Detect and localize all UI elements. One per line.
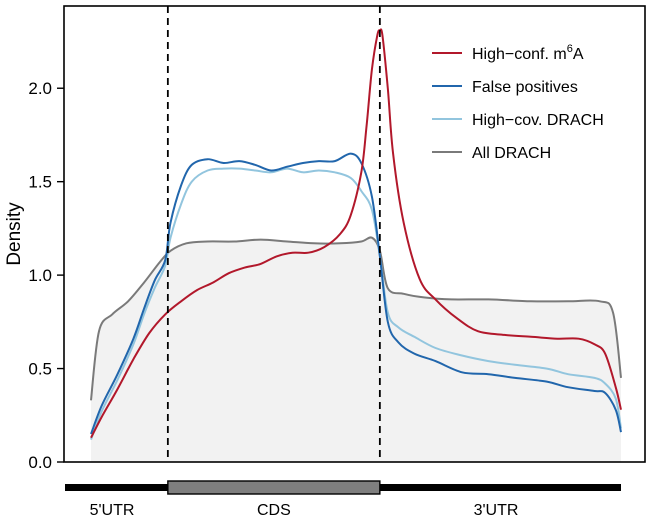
region-bar-2 [379,484,621,491]
y-tick-label-4: 2.0 [28,79,52,98]
y-axis-label: Density [4,202,25,266]
plot-border [63,5,646,463]
y-tick-label-1: 0.5 [28,360,52,379]
region-bar-1 [167,480,381,495]
series-line-3 [90,236,622,401]
legend-label-1: False positives [472,79,578,96]
region-label-1: CDS [257,502,291,519]
region-bar-0 [65,484,168,491]
axes [63,5,646,463]
region-boundary-lines [166,6,381,462]
region-label-2: 3'UTR [474,502,519,519]
y-tick-label-2: 1.0 [28,266,52,285]
series-lines [90,28,622,440]
series-line-2 [90,167,622,440]
y-axis-ticks: 0.0 0.5 1.0 1.5 2.0 [28,79,64,472]
legend-label-suffix: A [573,46,584,63]
gene-region-track: 5'UTR CDS 3'UTR [65,480,621,519]
region-label-0: 5'UTR [90,502,135,519]
all-drach-shaded-area [91,237,621,462]
legend-label-2: High−cov. DRACH [472,112,604,129]
legend-label-0: High−conf. m6A [472,43,584,63]
all-drach-fill-area [91,237,621,462]
series-line-0 [90,28,622,439]
legend: High−conf. m6A False positives High−cov. D… [432,43,604,162]
y-tick-label-0: 0.0 [28,453,52,472]
series-line-1 [90,152,622,435]
legend-label-superscript: 6 [567,43,573,55]
y-tick-label-3: 1.5 [28,173,52,192]
legend-label-3: All DRACH [472,145,551,162]
